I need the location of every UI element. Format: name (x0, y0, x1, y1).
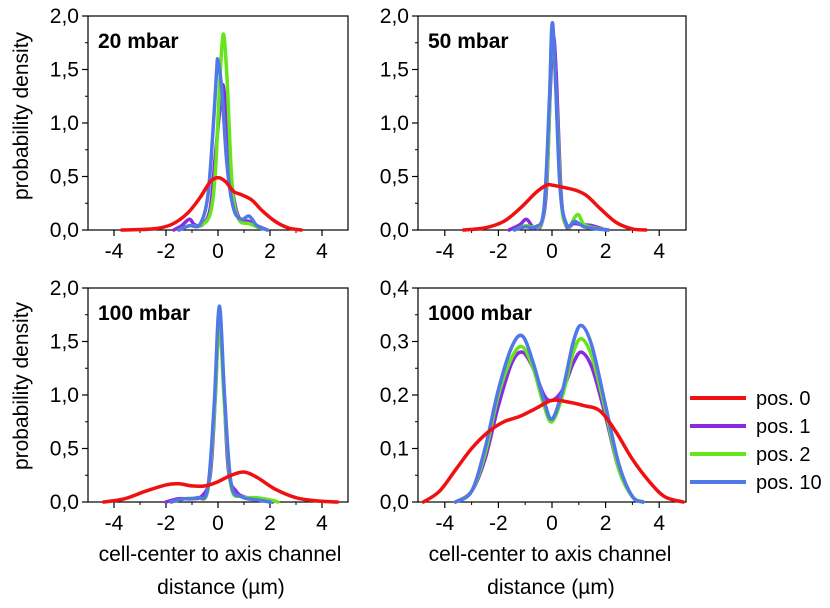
x-tick-label: 0 (212, 240, 224, 263)
x-tick-label: -4 (435, 512, 454, 535)
y-tick-label: 2,0 (380, 5, 409, 28)
legend-item: pos. 0 (690, 388, 810, 410)
series-line-pos-0 (120, 175, 303, 232)
y-tick-label: 1,5 (380, 59, 409, 82)
y-tick-label: 1,5 (50, 331, 79, 354)
y-tick-label: 0,0 (380, 219, 409, 242)
legend-item: pos. 2 (690, 444, 810, 466)
x-tick-label: 2 (264, 512, 276, 535)
y-tick-label: 1,0 (380, 112, 409, 135)
y-tick-label: 0,1 (380, 438, 409, 461)
panel-100-mbar: 0,0 0,5 1,0 1,5 2,0 -4 -2 0 2 4 100 mbar (50, 277, 349, 535)
x-tick-label: -4 (105, 240, 124, 263)
x-tick-label: 0 (212, 512, 224, 535)
panel-label: 100 mbar (98, 302, 190, 325)
y-tick-label: 0,0 (380, 491, 409, 514)
x-axis-title-left-line2: distance (µm) (157, 576, 285, 599)
panel-label: 1000 mbar (428, 302, 532, 325)
legend: pos. 0 pos. 1 pos. 2 pos. 10 (690, 388, 822, 494)
x-axis-title-right-line2: distance (µm) (487, 576, 615, 599)
series-line-pos-2 (453, 336, 645, 504)
x-tick-label: 0 (546, 240, 558, 263)
y-tick-label: 0,4 (380, 277, 410, 300)
y-tick-label: 0,0 (50, 219, 79, 242)
legend-label: pos. 2 (756, 444, 810, 466)
legend-label: pos. 1 (756, 416, 810, 438)
legend-item: pos. 1 (690, 416, 810, 438)
series-line-pos-10 (512, 21, 611, 232)
panel-1000-mbar: 0,0 0,1 0,2 0,3 0,4 -4 -2 0 2 4 1000 mbar (380, 277, 687, 535)
series-line-pos-10 (169, 304, 272, 504)
x-axis-title-right-line1: cell-center to axis channel (429, 543, 672, 566)
panel-label: 50 mbar (428, 30, 509, 53)
series-line-pos-1 (453, 350, 645, 504)
y-axis-title-bottom: probability density (10, 301, 33, 470)
y-tick-label: 0,5 (50, 438, 79, 461)
x-tick-label: -4 (105, 512, 124, 535)
y-tick-label: 0,2 (380, 384, 409, 407)
x-tick-label: -2 (157, 512, 176, 535)
y-tick-label: 0,3 (380, 331, 409, 354)
panel-50-mbar: 0,0 0,5 1,0 1,5 2,0 -4 -2 0 2 4 50 mbar (380, 5, 687, 263)
y-axis-title-top: probability density (10, 31, 33, 200)
y-tick-label: 2,0 (50, 5, 79, 28)
x-tick-label: 0 (546, 512, 558, 535)
series-line-pos-0 (101, 470, 340, 504)
series-line-pos-1 (172, 82, 270, 232)
y-tick-label: 1,0 (50, 384, 79, 407)
y-tick-label: 1,0 (50, 112, 79, 135)
x-tick-label: 2 (600, 512, 612, 535)
series-line-pos-0 (461, 182, 648, 232)
y-tick-label: 2,0 (50, 277, 79, 300)
x-tick-label: -4 (435, 240, 454, 263)
x-tick-label: 2 (600, 240, 612, 263)
series-line-pos-10 (177, 57, 270, 232)
y-tick-label: 0,5 (50, 166, 79, 189)
x-tick-label: -2 (489, 512, 508, 535)
panel-20-mbar: 0,0 0,5 1,0 1,5 2,0 -4 -2 0 2 4 20 mbar (50, 5, 349, 263)
y-tick-label: 1,5 (50, 59, 79, 82)
legend-label: pos. 0 (756, 388, 810, 410)
y-tick-label: 0,5 (380, 166, 409, 189)
x-tick-label: -2 (157, 240, 176, 263)
series-line-pos-10 (453, 323, 645, 504)
x-tick-label: -2 (489, 240, 508, 263)
panel-label: 20 mbar (98, 30, 179, 53)
legend-label: pos. 10 (756, 472, 822, 494)
x-tick-label: 2 (264, 240, 276, 263)
y-tick-label: 0,0 (50, 491, 79, 514)
legend-item: pos. 10 (690, 472, 822, 494)
x-axis-title-left-line1: cell-center to axis channel (99, 543, 342, 566)
x-tick-label: 4 (316, 512, 328, 535)
series-line-pos-0 (421, 398, 686, 504)
x-tick-label: 4 (653, 240, 665, 263)
x-tick-label: 4 (653, 512, 665, 535)
x-tick-label: 4 (316, 240, 328, 263)
